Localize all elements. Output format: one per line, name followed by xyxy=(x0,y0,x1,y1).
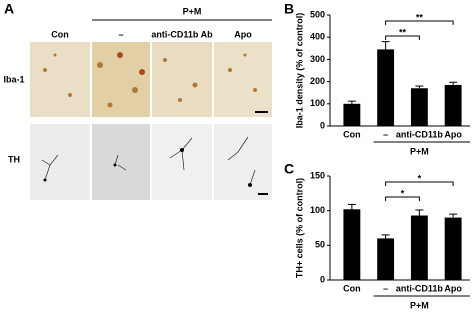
image xyxy=(30,124,90,200)
y-tick-label: 100 xyxy=(310,98,325,108)
x-tick-label: – xyxy=(383,283,388,293)
x-tick-label: anti-CD11b xyxy=(396,283,444,293)
y-tick-label: 0 xyxy=(320,120,325,130)
significance-bracket xyxy=(385,35,420,40)
micrographs xyxy=(30,42,272,200)
y-axis-label: TH+ cells (% of control) xyxy=(294,178,304,278)
x-tick-label: Apo xyxy=(444,129,462,139)
image xyxy=(152,42,212,117)
column-label: anti-CD11b Ab xyxy=(151,29,213,39)
image xyxy=(30,42,90,117)
x-tick-label: – xyxy=(383,129,388,139)
y-tick-label: 200 xyxy=(310,76,325,86)
y-tick-label: 400 xyxy=(310,32,325,42)
row-label: Iba-1 xyxy=(3,74,24,84)
y-axis-label: Iba-1 density (% of control) xyxy=(294,13,304,129)
bar xyxy=(444,84,462,126)
bar xyxy=(343,103,361,126)
x-tick-label: Apo xyxy=(444,283,462,293)
cells xyxy=(43,52,257,108)
bar xyxy=(343,209,361,280)
bar xyxy=(377,49,395,126)
image xyxy=(92,124,150,200)
significance-label: * xyxy=(418,173,422,183)
significance-label: ** xyxy=(416,12,424,22)
y-tick-label: 300 xyxy=(310,54,325,64)
significance-bracket xyxy=(385,181,454,186)
y-tick-label: 500 xyxy=(310,9,325,19)
image xyxy=(152,124,212,200)
panel-label: B xyxy=(284,1,294,17)
y-tick-label: 150 xyxy=(310,170,325,180)
x-tick-label: anti-CD11b xyxy=(396,129,444,139)
bar xyxy=(410,215,428,280)
column-label: Apo xyxy=(234,29,252,39)
image xyxy=(214,124,272,200)
panel-label: A xyxy=(4,1,14,17)
image xyxy=(214,42,272,117)
significance-label: * xyxy=(401,188,405,198)
neurons xyxy=(41,136,256,186)
panel-label: C xyxy=(284,161,294,177)
group-label: P+M xyxy=(183,6,202,16)
y-tick-label: 50 xyxy=(315,240,325,250)
group-label: P+M xyxy=(410,300,429,310)
group-label: P+M xyxy=(410,146,429,156)
column-label: Con xyxy=(51,29,69,39)
row-label: TH xyxy=(8,154,20,164)
significance-label: ** xyxy=(399,27,407,37)
x-tick-label: Con xyxy=(343,129,361,139)
bar xyxy=(444,217,462,280)
bar xyxy=(410,88,428,126)
column-label: – xyxy=(118,29,123,39)
significance-bracket xyxy=(385,196,420,201)
y-tick-label: 0 xyxy=(320,274,325,284)
significance-bracket xyxy=(385,20,454,25)
x-tick-label: Con xyxy=(343,283,361,293)
y-tick-label: 100 xyxy=(310,205,325,215)
bar xyxy=(377,238,395,280)
